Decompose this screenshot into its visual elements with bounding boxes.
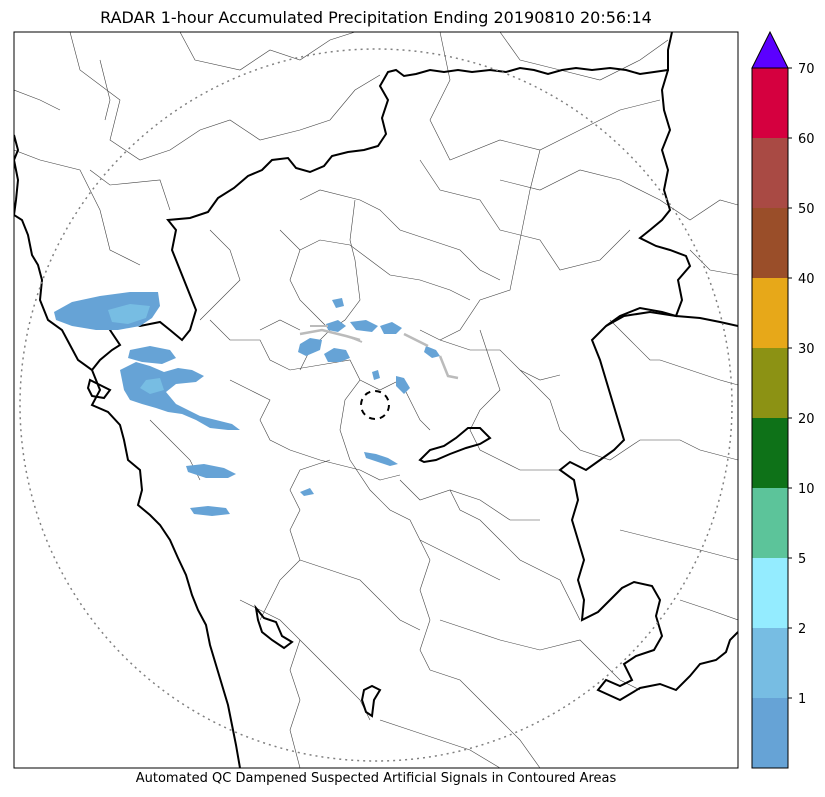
map-background xyxy=(14,32,738,768)
map-layers xyxy=(14,32,738,768)
figure-title: RADAR 1-hour Accumulated Precipitation E… xyxy=(100,8,652,27)
colorbar-bin xyxy=(752,138,788,208)
colorbar-bin xyxy=(752,348,788,418)
colorbar-tick-label: 70 xyxy=(798,62,815,77)
colorbar-tick-label: 50 xyxy=(798,202,815,217)
colorbar-extend-triangle xyxy=(751,30,789,69)
colorbar-bin xyxy=(752,68,788,138)
colorbar-tick-label: 30 xyxy=(798,342,815,357)
precipitation-echoes xyxy=(54,292,459,516)
colorbar-tick-label: 10 xyxy=(798,482,815,497)
qc-footnote: Automated QC Dampened Suspected Artifici… xyxy=(135,771,617,786)
radar-range-ring xyxy=(19,48,733,762)
colorbar-bin xyxy=(752,418,788,488)
colorbar-bin xyxy=(752,208,788,278)
map-frame xyxy=(13,31,739,769)
colorbar-tick-label: 5 xyxy=(798,552,806,567)
colorbar-tick-label: 40 xyxy=(798,272,815,287)
colorbar-bin xyxy=(752,278,788,348)
radar-site-marker xyxy=(360,390,390,420)
colorbar: 1 2 5 10 20 30 40 50 60 70 xyxy=(751,30,815,769)
colorbar-tick-label: 60 xyxy=(798,132,815,147)
state-boundaries xyxy=(14,32,738,768)
colorbar-bin xyxy=(752,698,788,768)
colorbar-tick-label: 1 xyxy=(798,692,806,707)
colorbar-tick-label: 20 xyxy=(798,412,815,427)
colorbar-bin xyxy=(752,558,788,628)
colorbar-bin xyxy=(752,628,788,698)
colorbar-bin xyxy=(752,488,788,558)
colorbar-tick-label: 2 xyxy=(798,622,806,637)
district-boundaries xyxy=(14,32,738,768)
